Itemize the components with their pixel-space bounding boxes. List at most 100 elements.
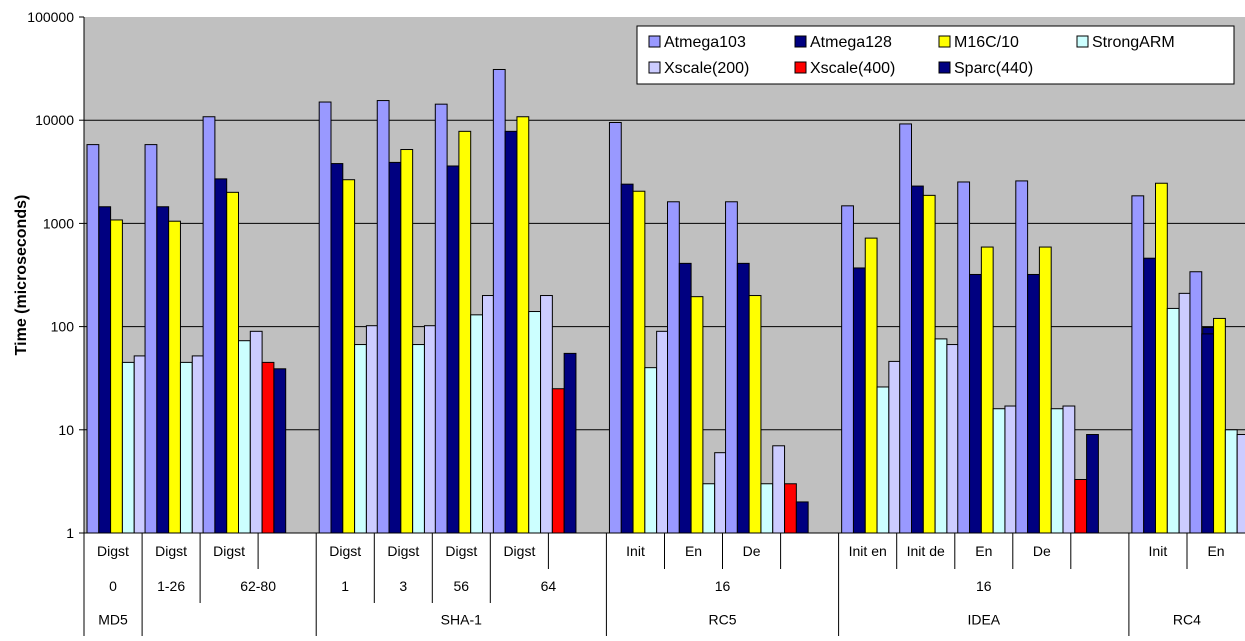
- bar: [1224, 429, 1238, 534]
- bar: [156, 206, 170, 534]
- x-category-label: En: [1207, 543, 1224, 559]
- x-category-label: Digst: [503, 543, 535, 559]
- bar: [86, 144, 100, 534]
- bar: [608, 122, 622, 534]
- bar: [458, 130, 472, 534]
- y-axis-label: Time (microseconds): [13, 195, 30, 356]
- x-subgroup-label: 56: [454, 578, 470, 594]
- bar: [214, 178, 228, 534]
- y-tick-label: 10000: [35, 112, 74, 128]
- bar: [980, 246, 994, 534]
- bar: [1038, 246, 1052, 534]
- bar: [852, 267, 866, 534]
- y-tick-label: 10: [58, 422, 74, 438]
- bar: [784, 483, 797, 534]
- bar: [702, 483, 716, 534]
- bar: [690, 296, 704, 534]
- legend-label: Atmega103: [664, 34, 746, 51]
- bar: [632, 190, 646, 534]
- bar: [110, 219, 123, 534]
- x-category-label: En: [685, 543, 702, 559]
- bar: [423, 325, 437, 534]
- bar: [504, 130, 518, 534]
- bar: [540, 295, 553, 534]
- legend-swatch: [938, 35, 951, 48]
- bar: [1213, 317, 1226, 534]
- bar: [191, 355, 205, 534]
- bar: [144, 144, 158, 534]
- x-category-label: Init de: [907, 543, 945, 559]
- bar: [318, 101, 332, 534]
- bar: [644, 367, 658, 534]
- bar: [656, 330, 669, 534]
- bars: [86, 68, 1245, 534]
- bar: [1201, 333, 1215, 534]
- bar: [226, 191, 239, 534]
- x-subgroup-label: 62-80: [240, 578, 276, 594]
- bar: [841, 205, 854, 534]
- bar: [249, 330, 263, 534]
- x-category-label: Digst: [213, 543, 245, 559]
- bar: [1166, 307, 1180, 534]
- x-category-label: Digst: [329, 543, 361, 559]
- y-tick-label: 100: [51, 319, 75, 335]
- bar: [1050, 408, 1064, 534]
- bar: [992, 408, 1006, 534]
- bar: [772, 445, 786, 534]
- legend-swatch: [794, 61, 807, 74]
- legend-swatch: [938, 61, 951, 74]
- bar: [412, 344, 425, 534]
- x-category-label: Init: [626, 543, 645, 559]
- bar: [133, 355, 147, 534]
- bar: [492, 68, 506, 534]
- bar: [202, 116, 216, 534]
- legend-swatch: [794, 35, 807, 48]
- x-group-label: RC4: [1173, 612, 1201, 628]
- bar: [760, 483, 774, 534]
- x-subgroup-label: 64: [541, 578, 557, 594]
- legend-label: StrongARM: [1092, 34, 1175, 51]
- bar: [273, 368, 287, 534]
- bar: [899, 123, 913, 534]
- bar: [957, 181, 971, 534]
- bar: [1062, 405, 1076, 534]
- x-group-label: RC5: [708, 612, 736, 628]
- x-category-label: Digst: [387, 543, 419, 559]
- bar: [1004, 405, 1018, 534]
- bar: [1086, 434, 1099, 534]
- x-category-label: De: [1033, 543, 1051, 559]
- x-category-label: Init: [1149, 543, 1168, 559]
- x-group-label: MD5: [98, 612, 128, 628]
- bar: [911, 185, 924, 534]
- bar: [98, 206, 112, 534]
- x-subgroup-label: 0: [109, 578, 117, 594]
- x-category-label: Digst: [97, 543, 129, 559]
- x-subgroup-label: 3: [399, 578, 407, 594]
- y-tick-label: 100000: [27, 9, 74, 25]
- bar: [434, 103, 448, 534]
- bar: [725, 201, 738, 534]
- bar: [1143, 257, 1156, 534]
- bar: [922, 194, 936, 534]
- bar: [354, 344, 367, 534]
- x-category-label: Digst: [445, 543, 477, 559]
- legend-swatch: [1076, 35, 1089, 48]
- bar: [714, 452, 728, 534]
- x-subgroup-label: 16: [715, 578, 731, 594]
- bar: [330, 163, 344, 534]
- bar: [179, 361, 193, 534]
- y-tick-label: 1000: [43, 215, 74, 231]
- bar: [470, 314, 484, 534]
- legend-swatch: [648, 61, 661, 74]
- bar: [1027, 273, 1040, 534]
- bar: [1074, 478, 1088, 534]
- y-tick-label: 1: [66, 525, 74, 541]
- bar: [261, 361, 275, 534]
- bar: [1236, 434, 1245, 534]
- bar: [516, 116, 530, 534]
- legend-label: M16C/10: [954, 34, 1019, 51]
- bar: [1178, 292, 1192, 534]
- bar: [934, 338, 948, 534]
- bar: [864, 237, 878, 534]
- legend-label: Xscale(400): [810, 60, 895, 77]
